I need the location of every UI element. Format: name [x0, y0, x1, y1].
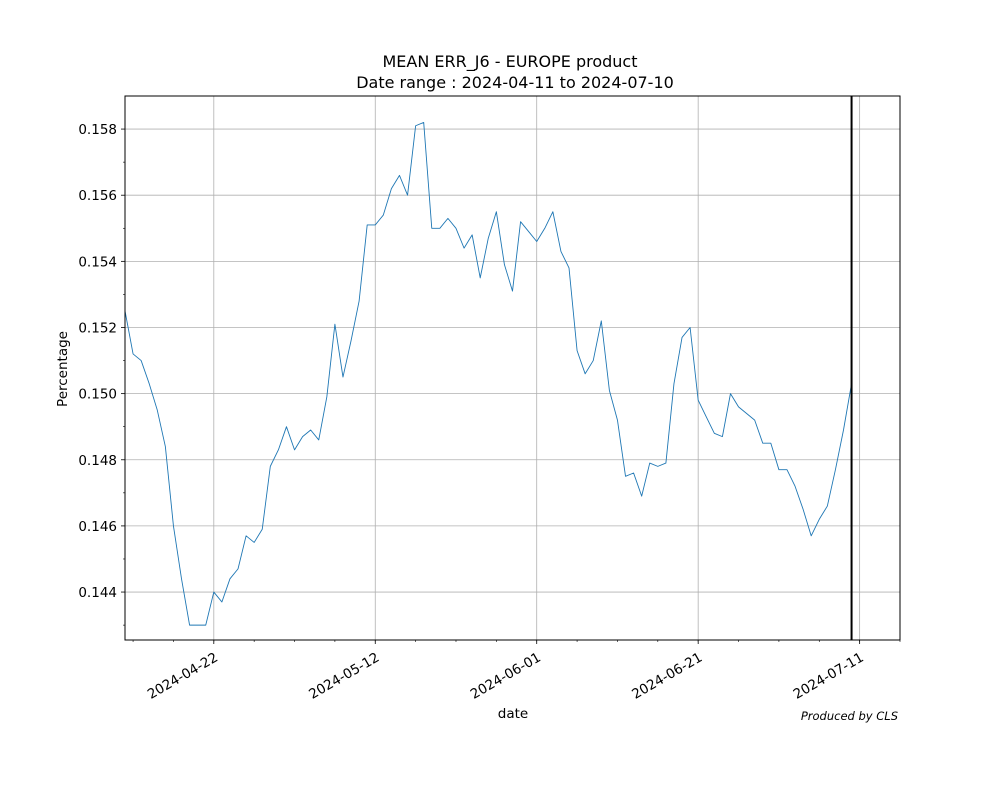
grid-lines [125, 96, 900, 640]
y-tick-label: 0.144 [78, 585, 117, 601]
data-layer [124, 96, 853, 640]
x-axis-label: date [498, 706, 528, 722]
y-tick-label: 0.152 [78, 320, 117, 336]
y-tick-label: 0.154 [78, 254, 117, 270]
y-axis-label: Percentage [55, 331, 71, 407]
credit-text: Produced by CLS [801, 709, 898, 723]
chart-subtitle: Date range : 2024-04-11 to 2024-07-10 [356, 73, 674, 92]
y-tick-label: 0.148 [78, 453, 117, 469]
y-tick-label: 0.156 [78, 188, 117, 204]
y-tick-label: 0.158 [78, 122, 117, 138]
series-line [124, 122, 853, 626]
y-tick-label: 0.146 [78, 519, 117, 535]
plot-area-frame [124, 95, 901, 641]
chart-title: MEAN ERR_J6 - EUROPE product [382, 52, 637, 72]
y-tick-label: 0.150 [78, 387, 117, 403]
